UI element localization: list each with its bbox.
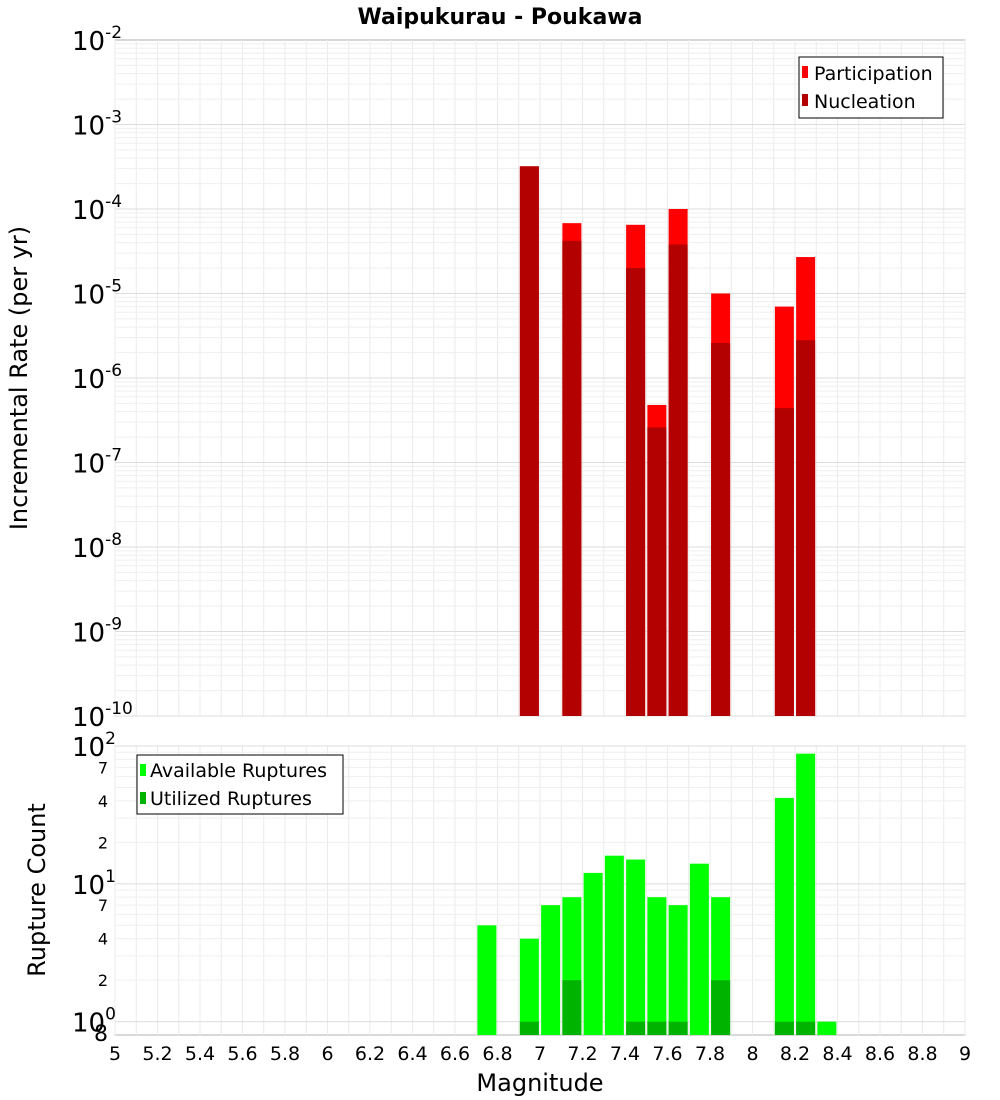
bottom-y-tick-labels: 102 101 100 7 4 2 7 4 2 8 — [72, 729, 116, 1047]
bottom-legend: Available Ruptures Utilized Ruptures — [136, 754, 344, 815]
bottom-y-minor-tick-label: 7 — [98, 758, 108, 777]
bottom-y-minor-tick-label: 4 — [98, 930, 108, 949]
legend-swatch-participation — [802, 66, 808, 78]
x-tick-label: 6.8 — [482, 1043, 512, 1065]
x-tick-label: 8.4 — [822, 1043, 852, 1065]
x-tick-label: 8.6 — [865, 1043, 895, 1065]
x-tick-label: 5.4 — [185, 1043, 215, 1065]
x-tick-label: 6 — [321, 1043, 333, 1065]
bar-nucleation-7.65 — [668, 244, 688, 716]
bottom-plot: 102 101 100 7 4 2 7 4 2 8 5 5.2 5.4 5.6 5.8 6 6.2 6.4 6.6… — [23, 729, 971, 1097]
x-tick-label: 7 — [534, 1043, 546, 1065]
top-y-axis-label: Incremental Rate (per yr) — [5, 226, 33, 530]
bar-utilized-ruptures-7.65 — [668, 1021, 688, 1035]
top-y-tick-label: 10-9 — [72, 615, 122, 649]
top-y-tick-labels: 10-10 10-9 10-8 10-7 10-6 10-5 10-4 10-3 10-2 — [72, 23, 133, 733]
x-axis-label: Magnitude — [476, 1069, 603, 1097]
bar-available-ruptures-8.25 — [796, 753, 816, 1035]
x-tick-label: 5.6 — [227, 1043, 257, 1065]
bar-available-ruptures-7.35 — [604, 855, 624, 1035]
bar-nucleation-7.45 — [626, 268, 646, 716]
bar-available-ruptures-7.45 — [626, 859, 646, 1035]
x-tick-label: 9 — [959, 1043, 971, 1065]
bar-available-ruptures-7.05 — [541, 905, 561, 1035]
legend-label-nucleation: Nucleation — [814, 91, 916, 113]
top-legend: Participation Nucleation — [798, 56, 944, 119]
chart-title: Waipukurau - Poukawa — [358, 5, 643, 30]
bottom-y-minor-tick-label: 2 — [98, 971, 108, 990]
x-tick-label: 5.8 — [270, 1043, 300, 1065]
top-y-tick-label: 10-4 — [72, 192, 122, 226]
bottom-bars — [477, 753, 837, 1035]
legend-label-participation: Participation — [814, 63, 933, 85]
x-tick-label: 5.2 — [142, 1043, 172, 1065]
bar-utilized-ruptures-6.95 — [519, 1021, 539, 1035]
bar-available-ruptures-7.55 — [647, 897, 667, 1035]
bottom-y-minor-tick-label: 8 — [94, 1022, 108, 1047]
x-tick-label: 5 — [109, 1043, 121, 1065]
bar-available-ruptures-8.15 — [774, 797, 794, 1035]
top-y-tick-label: 10-6 — [72, 361, 122, 395]
top-y-tick-label: 10-5 — [72, 277, 122, 311]
top-y-tick-label: 10-10 — [72, 699, 133, 733]
bottom-y-tick-label: 101 — [72, 867, 116, 901]
bar-utilized-ruptures-7.15 — [562, 980, 582, 1035]
x-tick-label: 7.4 — [610, 1043, 640, 1065]
bottom-y-tick-label: 102 — [72, 729, 116, 763]
top-y-tick-label: 10-2 — [72, 23, 122, 57]
bar-utilized-ruptures-7.45 — [626, 1021, 646, 1035]
legend-label-utilized: Utilized Ruptures — [150, 788, 312, 810]
bottom-y-minor-tick-label: 4 — [98, 792, 108, 811]
bar-nucleation-7.15 — [562, 240, 582, 716]
top-y-tick-label: 10-3 — [72, 108, 122, 142]
legend-swatch-utilized — [140, 792, 146, 804]
top-grid — [114, 40, 966, 717]
bar-available-ruptures-6.75 — [477, 925, 497, 1035]
top-y-tick-label: 10-8 — [72, 530, 122, 564]
bar-utilized-ruptures-8.15 — [774, 1021, 794, 1035]
x-tick-label: 7.2 — [567, 1043, 597, 1065]
x-tick-label: 7.6 — [652, 1043, 682, 1065]
x-tick-label: 8 — [746, 1043, 758, 1065]
x-tick-label: 6.4 — [397, 1043, 427, 1065]
bottom-legend-box — [136, 754, 344, 815]
top-y-tick-label: 10-7 — [72, 446, 122, 480]
bar-available-ruptures-7.75 — [689, 863, 709, 1035]
bar-nucleation-6.95 — [519, 166, 539, 716]
top-plot: 10-10 10-9 10-8 10-7 10-6 10-5 10-4 10-3 10-2 In… — [5, 23, 966, 733]
x-tick-label: 6.2 — [355, 1043, 385, 1065]
bottom-y-tick-label: 100 — [72, 1005, 116, 1039]
x-tick-label: 8.2 — [780, 1043, 810, 1065]
bar-available-ruptures-7.25 — [583, 872, 603, 1035]
top-bars — [519, 166, 816, 716]
x-tick-label: 6.6 — [440, 1043, 470, 1065]
top-legend-box — [798, 56, 944, 119]
bar-available-ruptures-7.65 — [668, 905, 688, 1035]
bar-available-ruptures-6.95 — [519, 938, 539, 1035]
legend-swatch-nucleation — [802, 94, 808, 106]
bar-nucleation-8.25 — [796, 340, 816, 716]
bottom-y-minor-tick-label: 2 — [98, 833, 108, 852]
bottom-y-axis-label: Rupture Count — [23, 803, 51, 977]
bar-utilized-ruptures-8.25 — [796, 1021, 816, 1035]
x-tick-labels: 5 5.2 5.4 5.6 5.8 6 6.2 6.4 6.6 6.8 7 7.2 7.4 7.6 7.8 8… — [109, 1043, 971, 1065]
bar-nucleation-8.15 — [774, 408, 794, 716]
bottom-y-minor-tick-label: 7 — [98, 896, 108, 915]
x-tick-label: 7.8 — [695, 1043, 725, 1065]
bar-nucleation-7.55 — [647, 427, 667, 716]
legend-swatch-available — [140, 764, 146, 776]
x-tick-label: 8.8 — [907, 1043, 937, 1065]
bar-nucleation-7.85 — [711, 342, 731, 716]
bar-utilized-ruptures-7.55 — [647, 1021, 667, 1035]
legend-label-available: Available Ruptures — [150, 760, 327, 782]
bar-available-ruptures-8.35 — [817, 1021, 837, 1035]
bar-utilized-ruptures-7.85 — [711, 980, 731, 1035]
